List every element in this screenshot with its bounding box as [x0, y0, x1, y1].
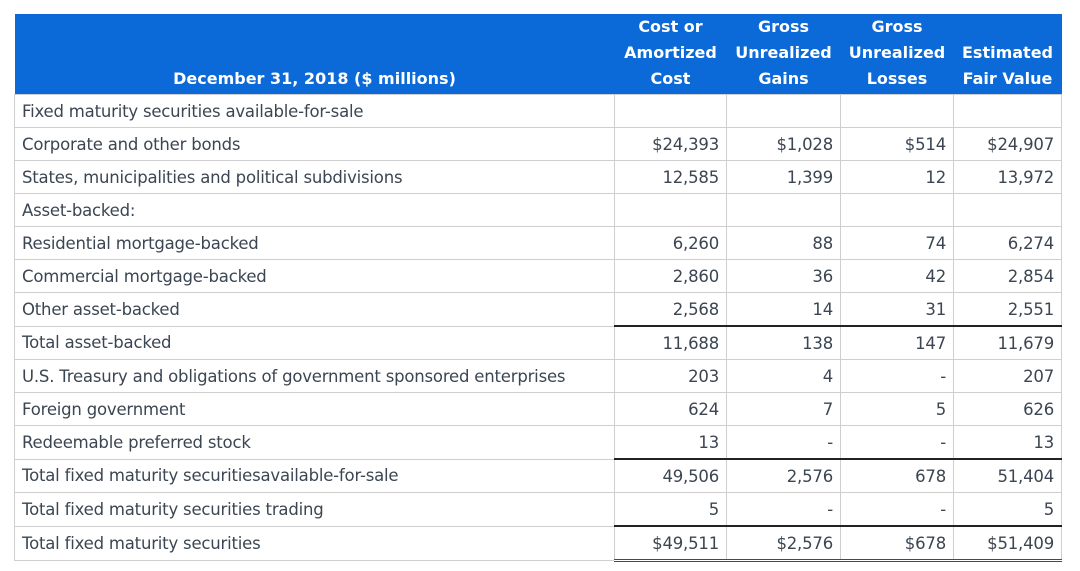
losses-cell: 678	[840, 458, 954, 493]
table-row: Fixed maturity securities available-for-…	[14, 94, 1062, 128]
losses-cell: -	[840, 492, 954, 527]
losses-cell: -	[840, 425, 954, 460]
table-row: Asset-backed:	[14, 193, 1062, 227]
cost-cell	[614, 193, 727, 227]
row-label: Fixed maturity securities available-for-…	[14, 94, 615, 128]
row-label: Corporate and other bonds	[14, 127, 615, 161]
losses-cell: $678	[840, 525, 954, 562]
header-fair-value: Estimated Fair Value	[953, 14, 1062, 95]
header-gains: Gross Unrealized Gains	[726, 14, 841, 95]
fixed-maturity-securities-table: December 31, 2018 ($ millions) Cost or A…	[14, 14, 1062, 562]
table-row: States, municipalities and political sub…	[14, 160, 1062, 194]
fair-value-cell: 207	[953, 359, 1062, 393]
gains-cell	[726, 193, 841, 227]
cost-cell: 5	[614, 492, 727, 527]
table-row: U.S. Treasury and obligations of governm…	[14, 359, 1062, 393]
cost-cell: 203	[614, 359, 727, 393]
fair-value-cell: $51,409	[953, 525, 1062, 562]
row-label: Commercial mortgage-backed	[14, 259, 615, 293]
row-label: Other asset-backed	[14, 292, 615, 327]
cost-cell: 12,585	[614, 160, 727, 194]
row-label: Foreign government	[14, 392, 615, 426]
fair-value-cell: $24,907	[953, 127, 1062, 161]
row-label: Total fixed maturity securities trading	[14, 492, 615, 527]
cost-cell: 11,688	[614, 325, 727, 360]
losses-cell: $514	[840, 127, 954, 161]
table-row: Commercial mortgage-backed 2,860 36 42 2,854	[14, 259, 1062, 293]
fair-value-cell: 51,404	[953, 458, 1062, 493]
row-label: Redeemable preferred stock	[14, 425, 615, 460]
table-row: Total fixed maturity securitiesavailable…	[14, 458, 1062, 493]
gains-cell: 36	[726, 259, 841, 293]
losses-cell: 42	[840, 259, 954, 293]
cost-cell: 13	[614, 425, 727, 460]
gains-cell: 14	[726, 292, 841, 327]
cost-cell: 2,860	[614, 259, 727, 293]
table-row: Total fixed maturity securities trading 5…	[14, 492, 1062, 527]
header-losses: Gross Unrealized Losses	[840, 14, 954, 95]
row-label: Total asset-backed	[14, 325, 615, 360]
gains-cell: 138	[726, 325, 841, 360]
table-row: Corporate and other bonds $24,393 $1,028 $5…	[14, 127, 1062, 161]
gains-cell: 88	[726, 226, 841, 260]
losses-cell: 12	[840, 160, 954, 194]
losses-cell	[840, 193, 954, 227]
row-label: Residential mortgage-backed	[14, 226, 615, 260]
fair-value-cell: 2,854	[953, 259, 1062, 293]
header-period: December 31, 2018 ($ millions)	[14, 14, 615, 95]
table-row: Redeemable preferred stock 13- -13	[14, 425, 1062, 460]
row-label: Total fixed maturity securitiesavailable…	[14, 458, 615, 493]
gains-cell: 1,399	[726, 160, 841, 194]
gains-cell: -	[726, 492, 841, 527]
cost-cell: $24,393	[614, 127, 727, 161]
fair-value-cell: 13	[953, 425, 1062, 460]
fair-value-cell: 6,274	[953, 226, 1062, 260]
fair-value-cell	[953, 94, 1062, 128]
fair-value-cell: 13,972	[953, 160, 1062, 194]
row-label: States, municipalities and political sub…	[14, 160, 615, 194]
table-row: Other asset-backed 2,568 14 31 2,551	[14, 292, 1062, 327]
fair-value-cell: 626	[953, 392, 1062, 426]
row-label: Asset-backed:	[14, 193, 615, 227]
fair-value-cell: 2,551	[953, 292, 1062, 327]
cost-cell: 49,506	[614, 458, 727, 493]
header-row: December 31, 2018 ($ millions) Cost or A…	[14, 14, 1062, 95]
table-row: Residential mortgage-backed 6,260 88 74 6,27…	[14, 226, 1062, 260]
gains-cell: $1,028	[726, 127, 841, 161]
gains-cell: 4	[726, 359, 841, 393]
cost-cell	[614, 94, 727, 128]
losses-cell: 5	[840, 392, 954, 426]
table-row: Total fixed maturity securities $49,511 $2…	[14, 525, 1062, 562]
fair-value-cell: 5	[953, 492, 1062, 527]
cost-cell: 6,260	[614, 226, 727, 260]
losses-cell: -	[840, 359, 954, 393]
losses-cell: 74	[840, 226, 954, 260]
fair-value-cell	[953, 193, 1062, 227]
cost-cell: 2,568	[614, 292, 727, 327]
losses-cell: 31	[840, 292, 954, 327]
losses-cell: 147	[840, 325, 954, 360]
losses-cell	[840, 94, 954, 128]
gains-cell: -	[726, 425, 841, 460]
cost-cell: 624	[614, 392, 727, 426]
table-row: Foreign government 624 7 5 626	[14, 392, 1062, 426]
gains-cell: 2,576	[726, 458, 841, 493]
gains-cell	[726, 94, 841, 128]
row-label: U.S. Treasury and obligations of governm…	[14, 359, 615, 393]
cost-cell: $49,511	[614, 525, 727, 562]
header-cost: Cost or Amortized Cost	[614, 14, 727, 95]
gains-cell: 7	[726, 392, 841, 426]
gains-cell: $2,576	[726, 525, 841, 562]
table-row: Total asset-backed 11,688 138 147 11,679	[14, 325, 1062, 360]
fair-value-cell: 11,679	[953, 325, 1062, 360]
row-label: Total fixed maturity securities	[14, 525, 615, 561]
